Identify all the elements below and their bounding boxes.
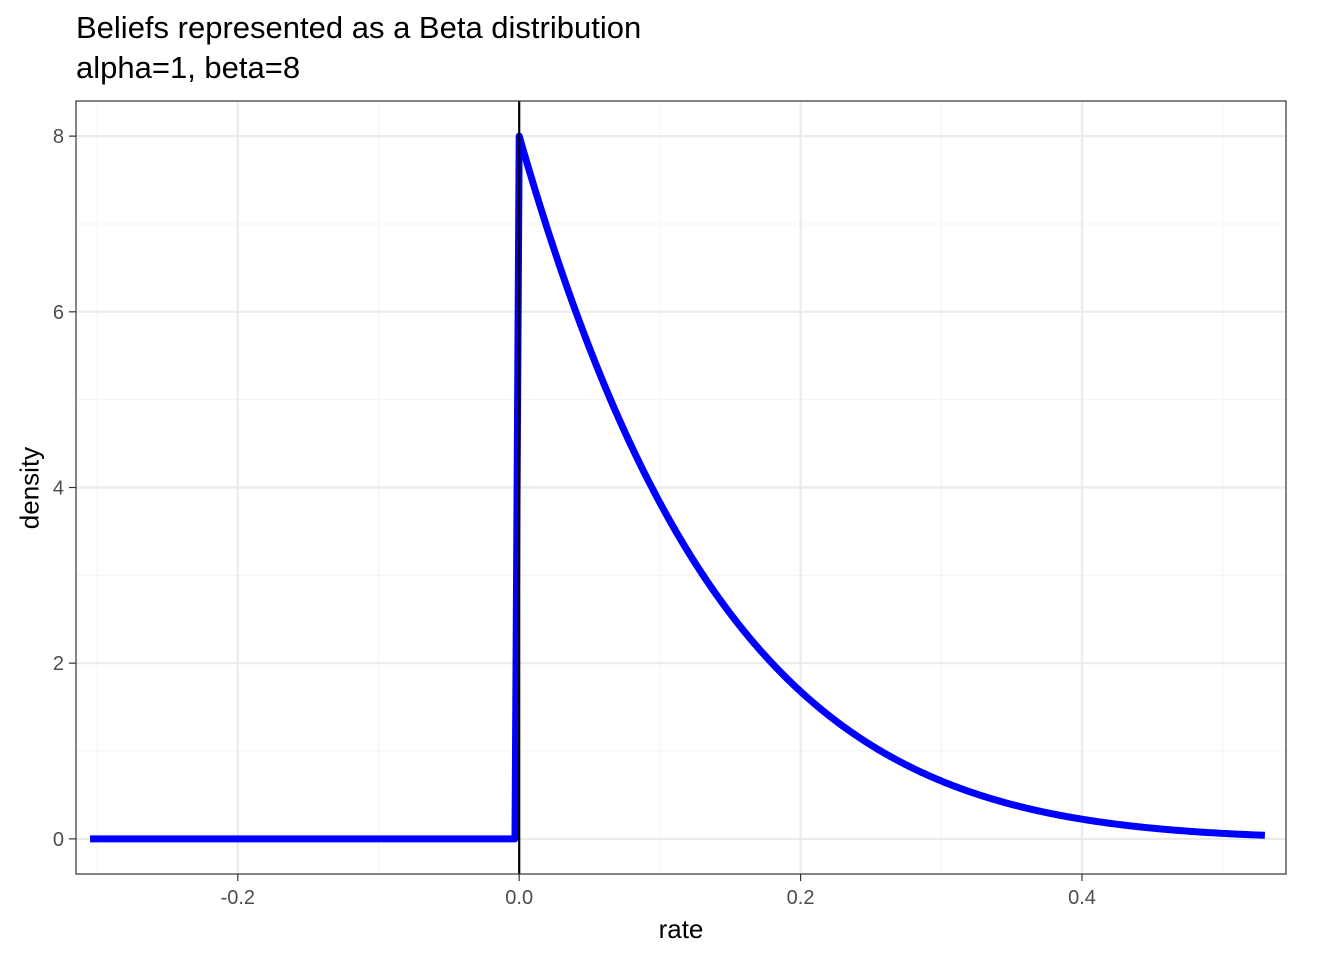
x-tick-label: 0.2: [787, 887, 815, 909]
series-line-0: [90, 132, 1267, 843]
series-layer: [90, 132, 1267, 843]
y-axis-label: density: [14, 446, 45, 530]
x-axis: -0.2 0.0 0.2 0.4: [221, 874, 1096, 909]
y-tick-label: 6: [53, 302, 64, 324]
x-tick-label: 0.4: [1068, 887, 1096, 909]
grid-minor: [76, 101, 1286, 874]
chart-title: Beliefs represented as a Beta distributi…: [76, 10, 642, 45]
grid-major: [76, 101, 1286, 874]
chart-subtitle: alpha=1, beta=8: [76, 50, 301, 85]
y-axis: 0 2 4 6 8: [53, 126, 76, 851]
x-tick-label: -0.2: [221, 887, 255, 909]
y-tick-label: 2: [53, 653, 64, 675]
y-tick-label: 8: [53, 126, 64, 148]
x-axis-label: rate: [658, 914, 704, 944]
y-tick-label: 4: [53, 478, 64, 500]
x-tick-label: 0.0: [505, 887, 533, 909]
y-tick-label: 0: [53, 829, 64, 851]
